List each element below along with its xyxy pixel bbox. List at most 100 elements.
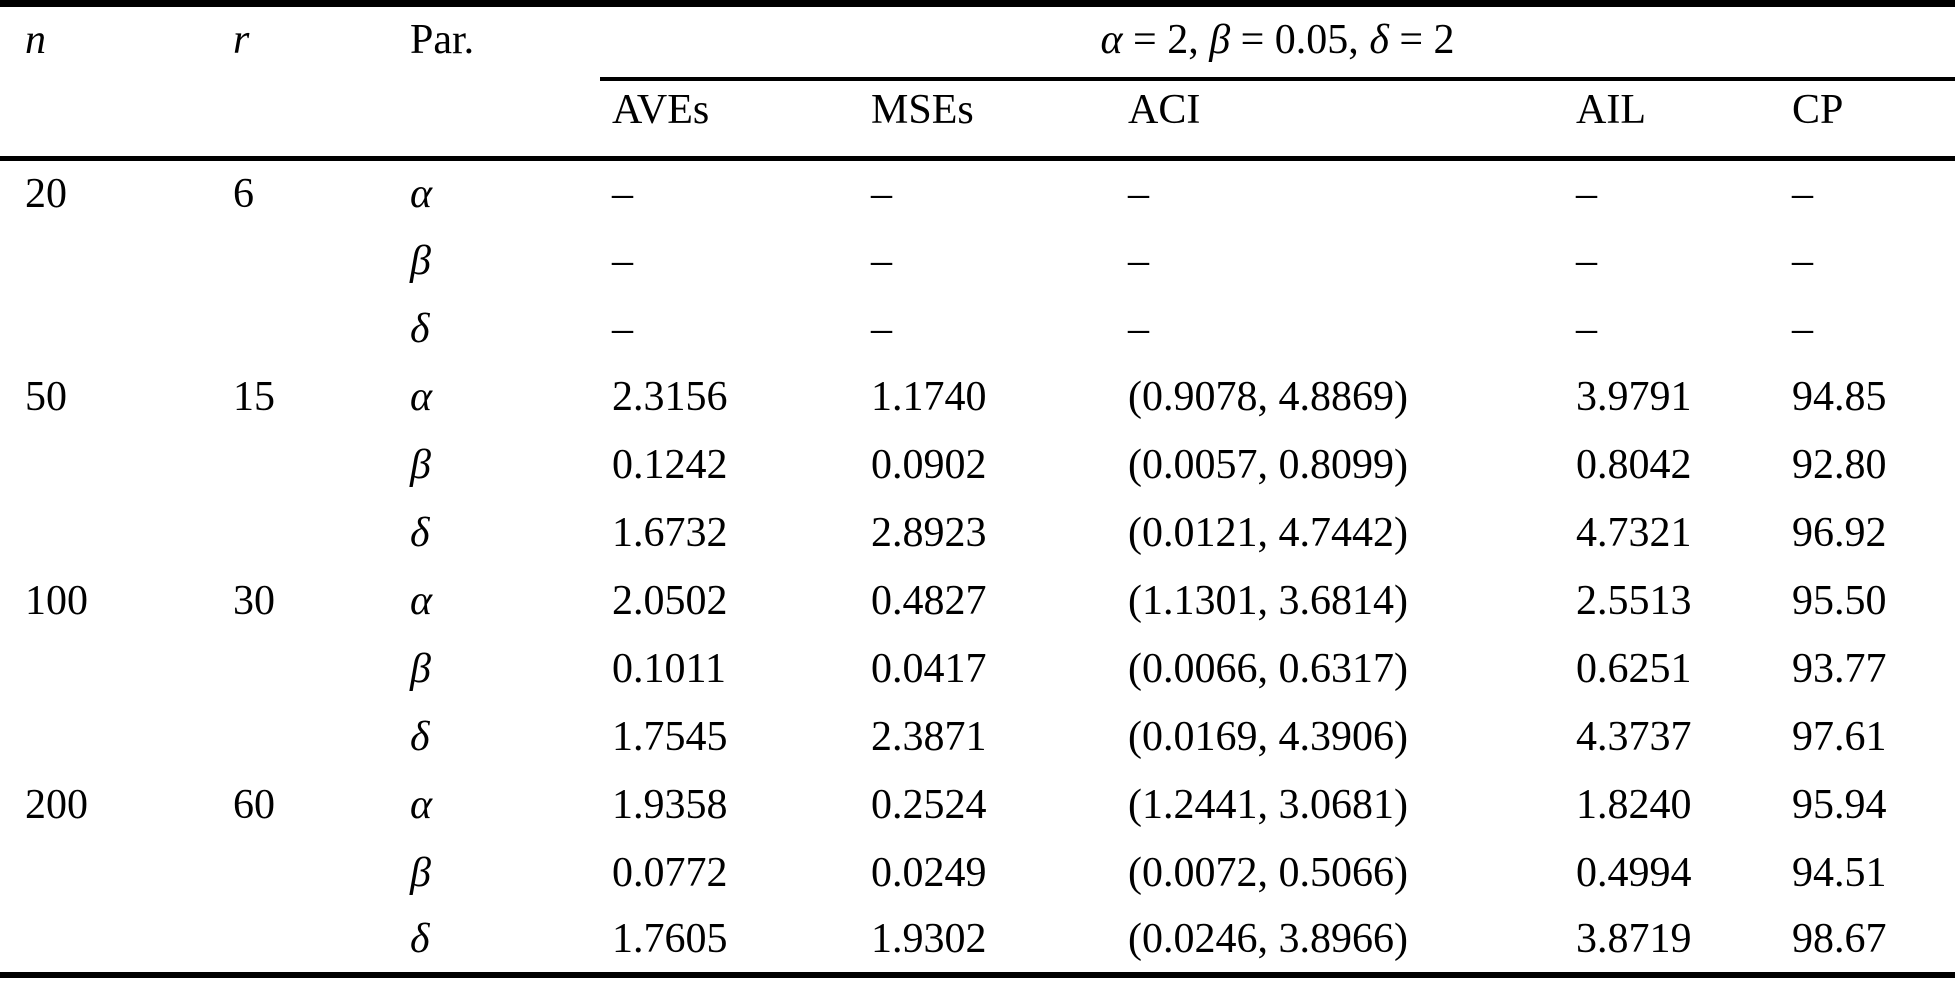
header-row-top: n r Par. α = 2, β = 0.05, δ = 2	[0, 3, 1955, 161]
cell-n: 20	[25, 170, 67, 217]
cell-aci: –	[1128, 305, 1149, 352]
cell-aves: 1.7545	[612, 713, 728, 760]
cell-cp: 96.92	[1792, 509, 1887, 556]
cell-r: 30	[233, 577, 275, 624]
cell-par: α	[410, 170, 433, 217]
cell-par: β	[410, 441, 431, 488]
col-group-header-condition: α = 2, β = 0.05, δ = 2	[600, 3, 1955, 81]
cell-mses: –	[871, 170, 892, 217]
col-header-mses: MSEs	[860, 78, 1120, 161]
cell-ail: 1.8240	[1576, 781, 1692, 828]
cell-n	[0, 499, 210, 567]
cell-aci: (0.0169, 4.3906)	[1128, 713, 1408, 760]
cell-n: 50	[25, 373, 67, 420]
cell-r	[210, 907, 390, 975]
table-body: 20 6 α – – – – – β – – – – – δ – – – – – 50 15 α 2.3156 1.1740 (0…	[0, 159, 1955, 975]
col-header-aci: ACI	[1120, 78, 1565, 161]
header-row-sub: AVEs MSEs ACI AIL CP	[0, 78, 1955, 161]
table-row: 200 60 α 1.9358 0.2524 (1.2441, 3.0681) 1.8240…	[0, 771, 1955, 839]
cell-aves: 1.7605	[612, 916, 728, 962]
col-header-r: r	[210, 3, 390, 161]
col-header-n: n	[0, 3, 210, 161]
cell-aves: –	[612, 305, 633, 352]
cell-mses: 0.0249	[871, 849, 987, 896]
cell-par: β	[410, 237, 431, 284]
cell-par: δ	[410, 305, 430, 352]
table-row: δ 1.7605 1.9302 (0.0246, 3.8966) 3.8719 98.67	[0, 907, 1955, 975]
cell-aci: (0.0066, 0.6317)	[1128, 645, 1408, 692]
cell-par: δ	[410, 916, 430, 962]
cell-ail: 0.6251	[1576, 645, 1692, 692]
cell-ail: 0.8042	[1576, 441, 1692, 488]
cell-cp: 95.50	[1792, 577, 1887, 624]
table-row: β – – – – –	[0, 227, 1955, 295]
cell-par: δ	[410, 713, 430, 760]
cell-par: α	[410, 373, 433, 420]
cell-ail: –	[1576, 305, 1597, 352]
cell-ail: 3.8719	[1576, 916, 1692, 962]
cell-cp: –	[1792, 170, 1813, 217]
cell-r	[210, 703, 390, 771]
cell-cp: –	[1792, 305, 1813, 352]
col-header-aves: AVEs	[600, 78, 860, 161]
cell-n: 100	[25, 577, 88, 624]
cell-aves: 2.3156	[612, 373, 728, 420]
cell-n	[0, 839, 210, 907]
cell-ail: 4.3737	[1576, 713, 1692, 760]
cell-mses: 2.8923	[871, 509, 987, 556]
cell-aves: 0.1242	[612, 441, 728, 488]
cell-n	[0, 635, 210, 703]
cell-mses: 0.0417	[871, 645, 987, 692]
cell-aves: –	[612, 237, 633, 284]
table-row: β 0.1011 0.0417 (0.0066, 0.6317) 0.6251 93.77	[0, 635, 1955, 703]
cell-r	[210, 227, 390, 295]
cell-mses: 1.1740	[871, 373, 987, 420]
cell-ail: 2.5513	[1576, 577, 1692, 624]
cell-aci: –	[1128, 170, 1149, 217]
cell-aves: 1.6732	[612, 509, 728, 556]
cell-mses: 1.9302	[871, 916, 987, 962]
table-row: 50 15 α 2.3156 1.1740 (0.9078, 4.8869) 3.9791 9…	[0, 363, 1955, 431]
cell-aci: (0.0057, 0.8099)	[1128, 441, 1408, 488]
cell-aci: (1.1301, 3.6814)	[1128, 577, 1408, 624]
cell-mses: 2.3871	[871, 713, 987, 760]
cell-r: 60	[233, 781, 275, 828]
cell-par: δ	[410, 509, 430, 556]
cell-par: α	[410, 577, 433, 624]
cell-ail: –	[1576, 170, 1597, 217]
table-row: δ 1.7545 2.3871 (0.0169, 4.3906) 4.3737 97.61	[0, 703, 1955, 771]
cell-ail: 0.4994	[1576, 849, 1692, 896]
cell-mses: 0.0902	[871, 441, 987, 488]
col-header-ail: AIL	[1565, 78, 1785, 161]
cell-n	[0, 227, 210, 295]
table-row: 20 6 α – – – – –	[0, 159, 1955, 227]
table-row: β 0.0772 0.0249 (0.0072, 0.5066) 0.4994 94.51	[0, 839, 1955, 907]
cell-aci: (0.9078, 4.8869)	[1128, 373, 1408, 420]
cell-aves: 1.9358	[612, 781, 728, 828]
cell-aves: 2.0502	[612, 577, 728, 624]
cell-aci: (1.2441, 3.0681)	[1128, 781, 1408, 828]
cell-n	[0, 431, 210, 499]
cell-cp: 97.61	[1792, 713, 1887, 760]
table-row: δ 1.6732 2.8923 (0.0121, 4.7442) 4.7321 96.92	[0, 499, 1955, 567]
cell-aci: (0.0246, 3.8966)	[1128, 916, 1408, 962]
cell-aves: 0.1011	[612, 645, 726, 692]
cell-n	[0, 703, 210, 771]
cell-r: 15	[233, 373, 275, 420]
cell-r: 6	[233, 170, 254, 217]
cell-cp: 98.67	[1792, 916, 1887, 962]
cell-ail: 3.9791	[1576, 373, 1692, 420]
table-row: β 0.1242 0.0902 (0.0057, 0.8099) 0.8042 92.80	[0, 431, 1955, 499]
cell-n	[0, 907, 210, 975]
cell-mses: 0.4827	[871, 577, 987, 624]
cell-ail: 4.7321	[1576, 509, 1692, 556]
cell-r	[210, 635, 390, 703]
col-header-par: Par.	[390, 3, 600, 161]
table-row: δ – – – – –	[0, 295, 1955, 363]
table-row: 100 30 α 2.0502 0.4827 (1.1301, 3.6814) 2.5513…	[0, 567, 1955, 635]
cell-par: β	[410, 645, 431, 692]
cell-aves: –	[612, 170, 633, 217]
cell-cp: 93.77	[1792, 645, 1887, 692]
cell-par: α	[410, 781, 433, 828]
cell-n: 200	[25, 781, 88, 828]
